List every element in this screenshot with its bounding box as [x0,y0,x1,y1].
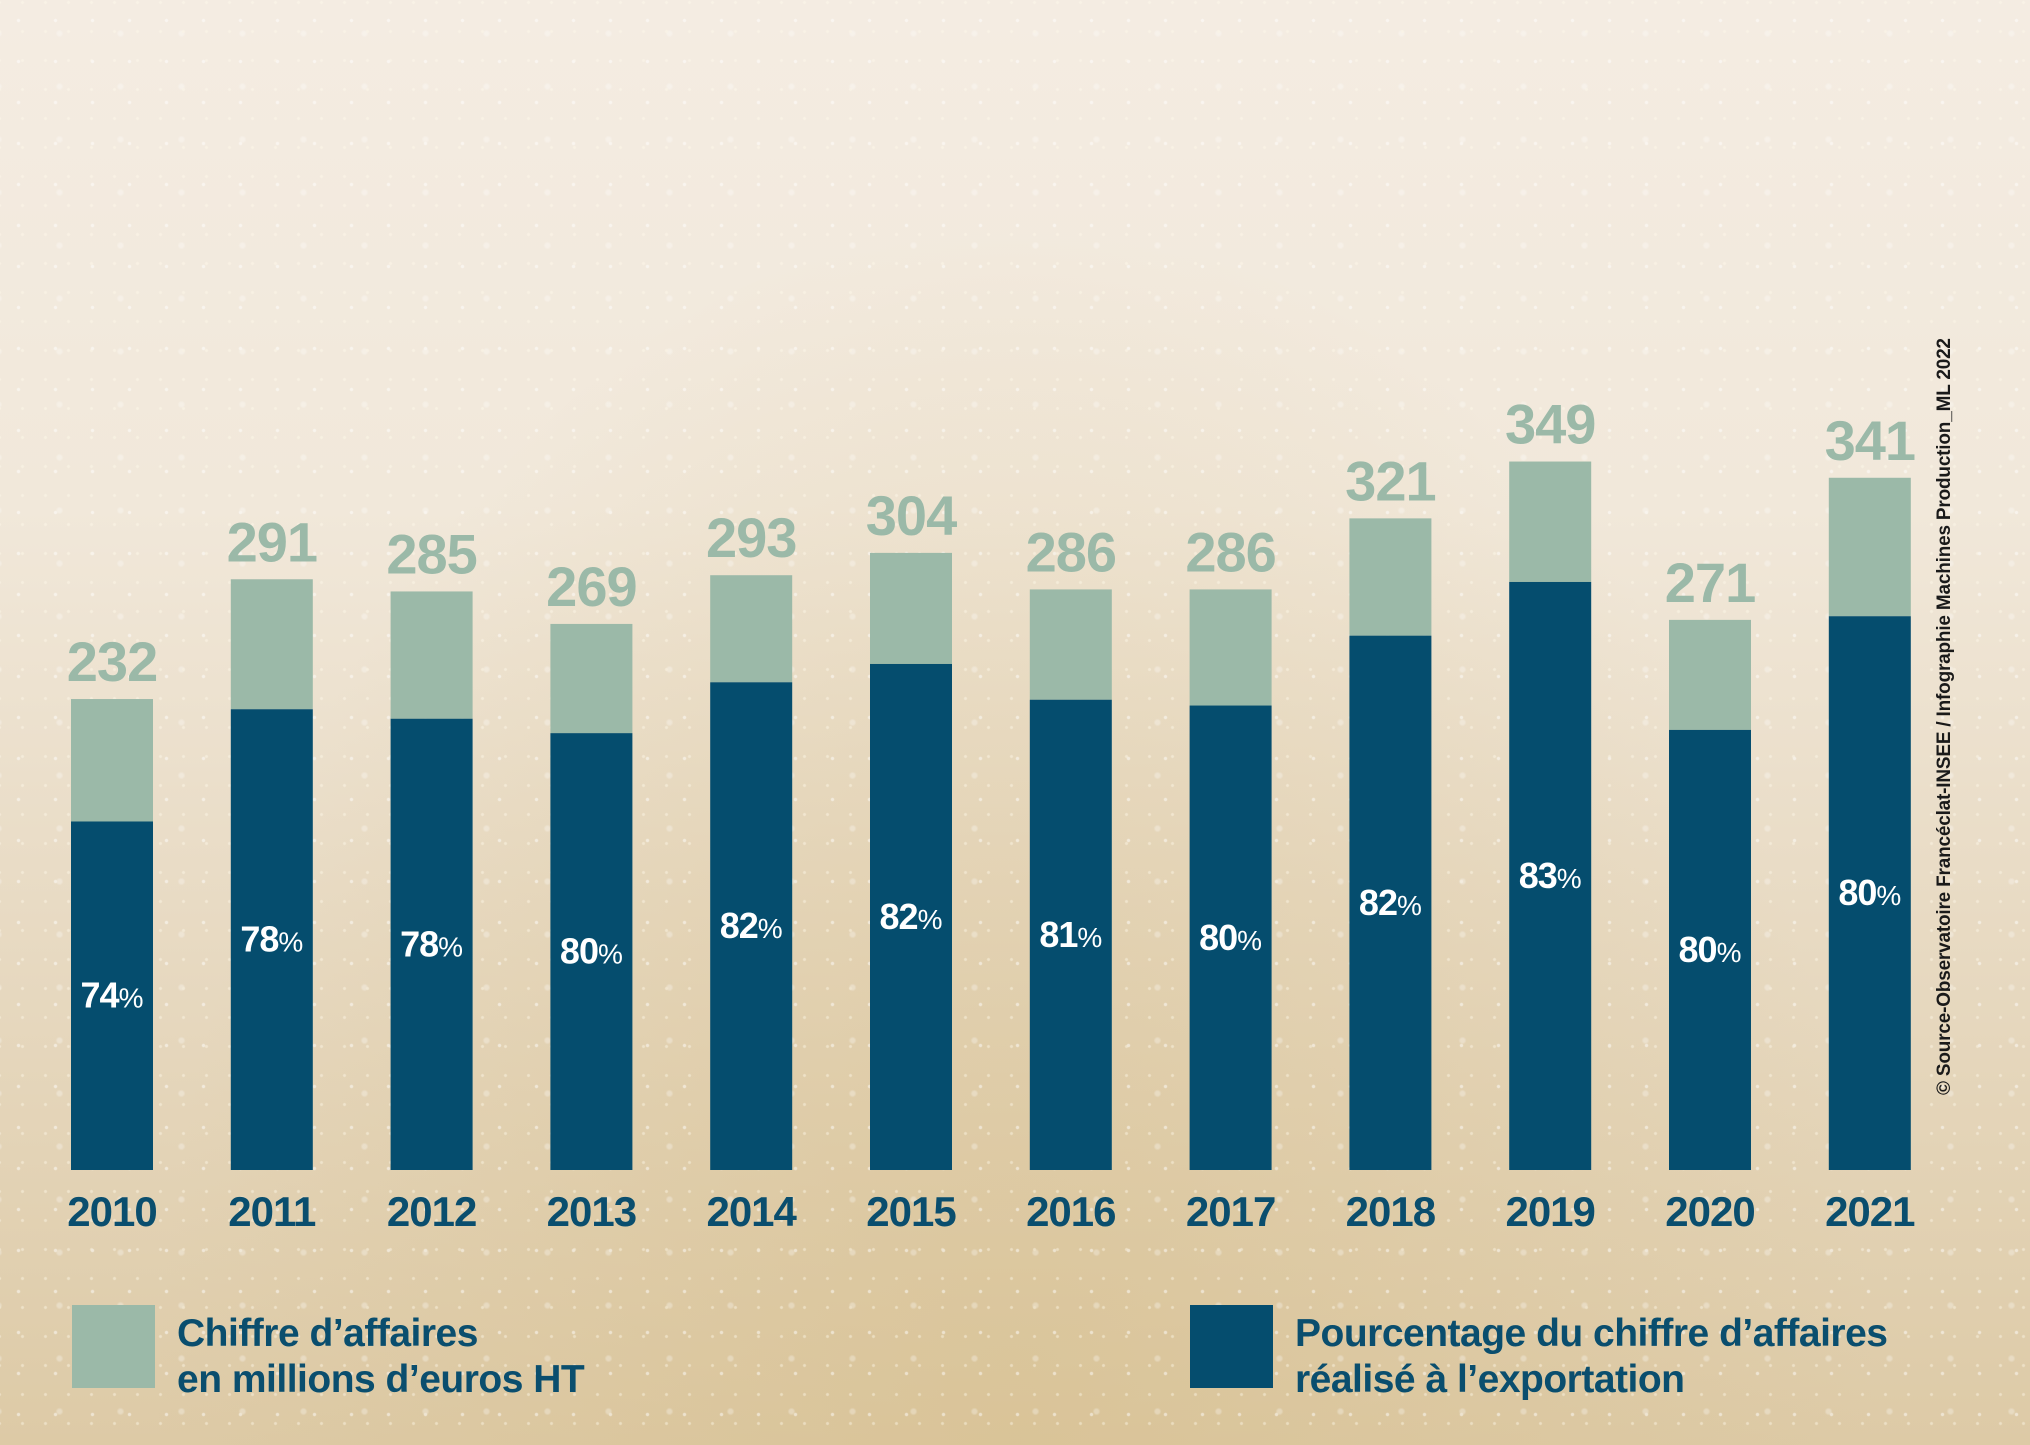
bar-revenue-2011 [230,579,313,710]
pct-label-2013: 80% [560,931,623,972]
bar-export-2017 [1189,705,1272,1170]
bar-export-2012 [390,718,473,1170]
pct-label-2010: 74% [81,975,144,1016]
pct-label-2018: 82% [1359,882,1422,923]
bar-revenue-2016 [1029,589,1112,700]
bar-revenue-2012 [390,591,473,719]
total-label-2013: 269 [546,555,636,618]
bar-export-2014 [710,682,793,1170]
bar-revenue-2018 [1349,518,1432,636]
bar-revenue-2019 [1509,461,1592,582]
year-label-2017: 2017 [1186,1188,1275,1235]
pct-label-2020: 80% [1679,929,1742,970]
legend-export: Pourcentage du chiffre d’affaires réalis… [1190,1305,1888,1403]
bar-revenue-2014 [710,575,793,683]
year-label-2012: 2012 [387,1188,476,1235]
bar-export-2019 [1509,581,1592,1170]
year-label-2010: 2010 [67,1188,156,1235]
bar-export-2011 [230,709,313,1170]
year-label-2013: 2013 [547,1188,636,1235]
pct-label-2015: 82% [880,896,943,937]
total-label-2011: 291 [227,510,317,573]
bar-revenue-2021 [1828,477,1911,617]
pct-label-2016: 81% [1039,914,1102,955]
total-label-2015: 304 [866,484,957,547]
legend-export-swatch [1190,1305,1273,1388]
year-label-2019: 2019 [1505,1188,1594,1235]
total-label-2010: 232 [67,630,157,693]
legend-revenue-text: Chiffre d’affaires en millions d’euros H… [177,1311,585,1403]
bar-revenue-2010 [71,699,153,822]
bar-revenue-2015 [870,552,952,664]
bar-export-2010 [71,821,153,1170]
total-label-2012: 285 [386,522,476,585]
total-label-2021: 341 [1825,409,1915,472]
legend-export-text: Pourcentage du chiffre d’affaires réalis… [1295,1311,1888,1403]
total-label-2020: 271 [1665,551,1755,614]
pct-label-2017: 80% [1199,917,1262,958]
pct-label-2019: 83% [1519,855,1582,896]
year-label-2016: 2016 [1026,1188,1115,1235]
total-label-2016: 286 [1026,520,1116,583]
bar-revenue-2020 [1669,619,1751,730]
total-label-2019: 349 [1505,393,1595,456]
total-label-2014: 293 [706,506,796,569]
year-label-2015: 2015 [866,1188,956,1235]
total-label-2017: 286 [1185,520,1275,583]
bar-export-2021 [1828,616,1911,1170]
year-label-2018: 2018 [1346,1188,1436,1235]
bar-export-2020 [1669,729,1751,1170]
bar-export-2018 [1349,635,1432,1170]
bar-export-2016 [1029,699,1112,1170]
legend-revenue-line2: en millions d’euros HT [177,1358,585,1401]
legend-revenue-line1: Chiffre d’affaires [177,1312,478,1355]
bar-export-2013 [550,733,633,1170]
year-label-2014: 2014 [706,1188,797,1235]
legend-export-line2: réalisé à l’exportation [1295,1358,1685,1401]
total-label-2018: 321 [1345,449,1435,512]
legend-revenue: Chiffre d’affaires en millions d’euros H… [72,1305,585,1403]
legend-revenue-swatch [72,1305,155,1388]
pct-label-2011: 78% [240,919,303,960]
pct-label-2014: 82% [720,905,783,946]
bar-revenue-2017 [1189,589,1272,706]
year-label-2020: 2020 [1665,1188,1754,1235]
bar-export-2015 [870,663,952,1170]
pct-label-2021: 80% [1838,872,1901,913]
year-label-2011: 2011 [228,1188,316,1235]
bar-revenue-2013 [550,623,633,734]
pct-label-2012: 78% [400,923,463,964]
source-credit: © Source-Observatoire Francéclat-INSEE /… [1934,338,1955,1095]
legend-export-line1: Pourcentage du chiffre d’affaires [1295,1312,1888,1355]
year-label-2021: 2021 [1825,1188,1915,1235]
